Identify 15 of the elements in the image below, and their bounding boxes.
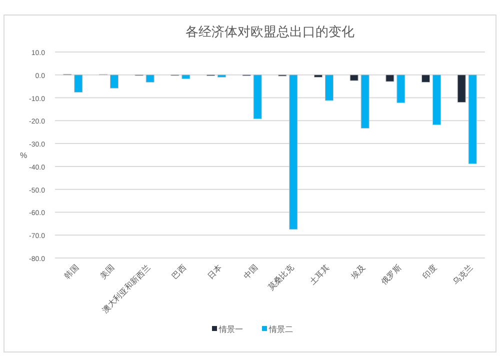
- x-tick-label: 中国: [242, 263, 260, 281]
- x-tick-label: 埃及: [348, 263, 367, 282]
- x-tick-label: 韩国: [62, 263, 80, 281]
- chart-title: 各经济体对欧盟总出口的变化: [186, 24, 354, 39]
- x-tick-label: 乌克兰: [451, 263, 474, 286]
- x-tick-label: 土耳其: [308, 263, 332, 286]
- y-axis-title: %: [20, 151, 28, 160]
- legend-label: 情景一: [218, 325, 243, 334]
- x-tick-label: 巴西: [170, 263, 188, 281]
- x-tick-label: 俄罗斯: [379, 263, 403, 286]
- x-tick-label: 美国: [98, 263, 116, 281]
- x-tick-label: 日本: [206, 263, 224, 281]
- x-tick-label: 印度: [420, 263, 439, 281]
- x-tick-label: 莫桑比克: [266, 263, 296, 292]
- legend-label: 情景二: [268, 325, 293, 334]
